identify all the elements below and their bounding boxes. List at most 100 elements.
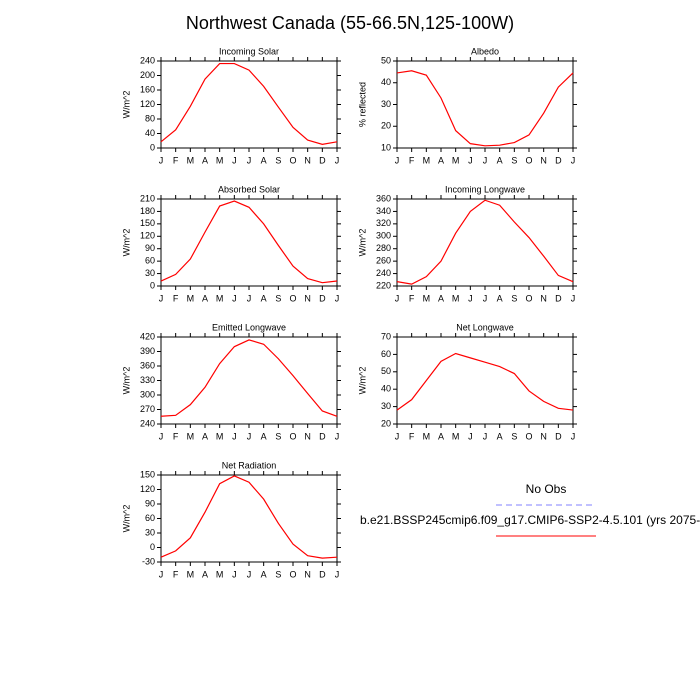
y-tick-label: 180 (140, 206, 155, 216)
x-tick-label: N (304, 569, 311, 579)
y-tick-label: 300 (376, 231, 391, 241)
x-tick-label: M (187, 293, 195, 303)
x-tick-label: F (173, 293, 179, 303)
legend-label: b.e21.BSSP245cmip6.f09_g17.CMIP6-SSP2-4.… (360, 513, 700, 527)
y-tick-label: 360 (376, 193, 391, 203)
x-tick-label: J (247, 569, 252, 579)
y-tick-label: 390 (140, 346, 155, 356)
x-tick-label: N (304, 293, 311, 303)
y-tick-label: 50 (381, 366, 391, 376)
y-tick-label: 420 (140, 331, 155, 341)
y-tick-label: 300 (140, 389, 155, 399)
x-tick-label: J (335, 293, 340, 303)
y-tick-label: 30 (145, 268, 155, 278)
y-tick-label: 90 (145, 243, 155, 253)
x-tick-label: M (187, 569, 195, 579)
legend-label: No Obs (526, 482, 567, 496)
x-tick-label: S (511, 431, 517, 441)
x-tick-label: D (555, 431, 562, 441)
data-line (396, 70, 574, 147)
y-tick-label: 220 (376, 280, 391, 290)
y-axis-label: W/m^2 (121, 229, 131, 257)
panel-title: Albedo (471, 46, 499, 56)
x-tick-label: D (319, 569, 326, 579)
figure-title: Northwest Canada (55-66.5N,125-100W) (186, 13, 514, 33)
y-tick-label: 30 (381, 99, 391, 109)
y-tick-label: 60 (145, 256, 155, 266)
x-tick-label: J (232, 155, 237, 165)
x-tick-label: S (511, 293, 517, 303)
x-tick-label: N (304, 431, 311, 441)
x-tick-label: J (232, 569, 237, 579)
x-tick-label: A (261, 431, 267, 441)
y-tick-label: 40 (381, 77, 391, 87)
x-tick-label: A (438, 155, 444, 165)
y-tick-label: 120 (140, 99, 155, 109)
plot-frame (160, 336, 338, 425)
x-tick-label: D (555, 155, 562, 165)
x-tick-label: A (202, 431, 208, 441)
y-tick-label: 210 (140, 193, 155, 203)
x-tick-label: S (275, 155, 281, 165)
x-tick-label: N (540, 293, 547, 303)
x-tick-label: M (423, 431, 431, 441)
x-tick-label: D (319, 431, 326, 441)
y-tick-label: 240 (376, 268, 391, 278)
x-tick-label: D (319, 293, 326, 303)
x-tick-label: J (468, 431, 473, 441)
x-tick-label: A (438, 293, 444, 303)
x-tick-label: S (275, 431, 281, 441)
x-tick-label: S (275, 293, 281, 303)
x-tick-label: J (232, 431, 237, 441)
x-tick-label: J (232, 293, 237, 303)
x-tick-label: J (571, 431, 576, 441)
panel-title: Net Longwave (456, 322, 514, 332)
x-tick-label: M (216, 293, 224, 303)
data-line (160, 62, 338, 145)
x-tick-label: J (571, 155, 576, 165)
x-tick-label: F (173, 569, 179, 579)
x-tick-label: A (261, 155, 267, 165)
x-tick-label: A (438, 431, 444, 441)
y-tick-label: 70 (381, 331, 391, 341)
x-tick-label: M (423, 155, 431, 165)
x-tick-label: F (409, 431, 415, 441)
y-tick-label: 0 (150, 280, 155, 290)
y-tick-label: 0 (150, 142, 155, 152)
x-tick-label: M (423, 293, 431, 303)
x-tick-label: A (202, 155, 208, 165)
x-tick-label: M (452, 293, 460, 303)
x-tick-label: J (159, 293, 164, 303)
x-tick-label: J (335, 569, 340, 579)
data-line (160, 339, 338, 417)
x-tick-label: O (289, 431, 296, 441)
x-tick-label: D (555, 293, 562, 303)
x-tick-label: A (497, 293, 503, 303)
y-tick-label: 40 (145, 128, 155, 138)
x-tick-label: J (571, 293, 576, 303)
data-line (160, 200, 338, 284)
x-tick-label: O (289, 155, 296, 165)
y-tick-label: 260 (376, 256, 391, 266)
y-tick-label: 330 (140, 375, 155, 385)
x-tick-label: A (497, 431, 503, 441)
x-tick-label: J (335, 431, 340, 441)
x-tick-label: A (261, 569, 267, 579)
x-tick-label: M (452, 431, 460, 441)
plot-frame (160, 198, 338, 287)
x-tick-label: O (289, 293, 296, 303)
y-tick-label: 150 (140, 218, 155, 228)
y-tick-label: 20 (381, 418, 391, 428)
y-tick-label: 50 (381, 55, 391, 65)
panel-title: Net Radiation (222, 460, 277, 470)
panel-title: Incoming Longwave (445, 184, 525, 194)
plot-frame (396, 198, 574, 287)
plot-frame (396, 336, 574, 425)
plot-frame (160, 474, 338, 563)
x-tick-label: O (289, 569, 296, 579)
y-tick-label: 160 (140, 84, 155, 94)
x-tick-label: J (159, 431, 164, 441)
y-tick-label: 40 (381, 384, 391, 394)
x-tick-label: J (483, 155, 488, 165)
x-tick-label: D (319, 155, 326, 165)
